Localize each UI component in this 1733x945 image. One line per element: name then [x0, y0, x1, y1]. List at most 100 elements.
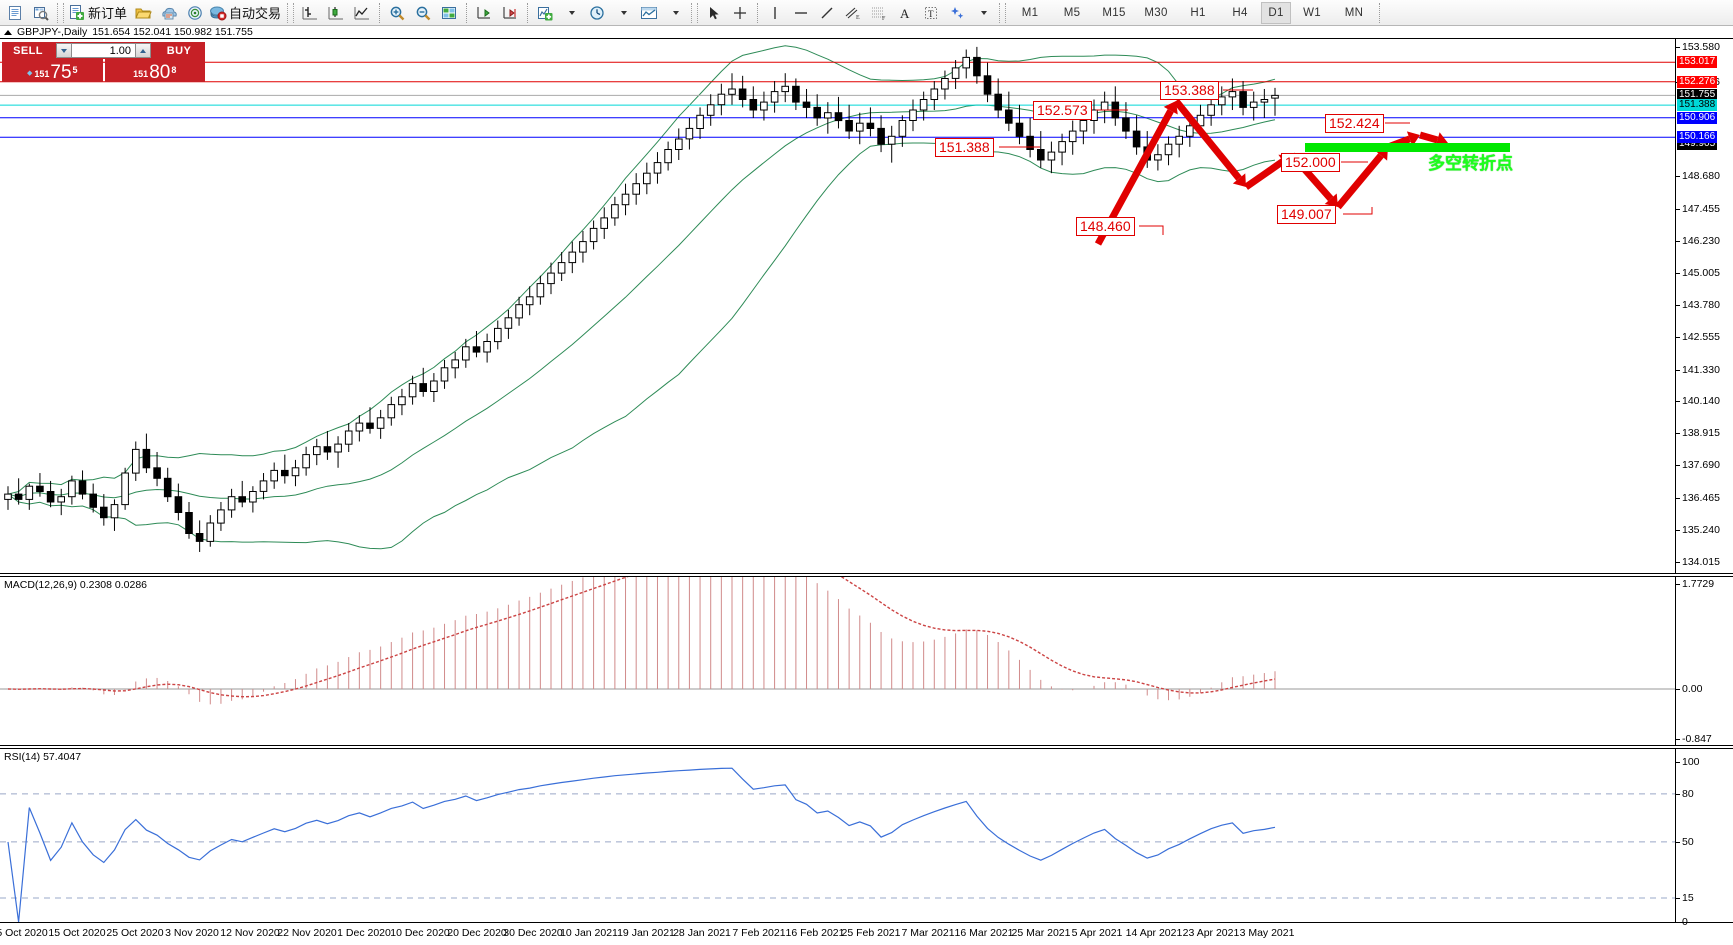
timeframe-group: M1 M5 M15 M30 H1 H4 D1 W1 MN: [1009, 1, 1375, 24]
sell-button[interactable]: SELL: [2, 42, 54, 59]
price-axis-label: 138.915: [1682, 427, 1720, 440]
macd-axis[interactable]: 1.7729 0.00 -0.847: [1675, 577, 1733, 745]
shapes-tool-icon[interactable]: [944, 1, 970, 24]
axis-tick: [1676, 176, 1680, 178]
period-separator-icon[interactable]: [584, 1, 610, 24]
price-chart-pane[interactable]: 153.388 152.573 151.388 148.460 152.000 149.0…: [0, 38, 1733, 574]
price-annotation[interactable]: 152.424: [1325, 114, 1384, 133]
radar-icon[interactable]: [182, 1, 208, 24]
cursor-tool-icon[interactable]: [701, 1, 727, 24]
axis-tick: [1676, 305, 1680, 307]
volume-decrease-button[interactable]: [56, 43, 72, 58]
buy-price-display[interactable]: 151 80 8: [104, 59, 205, 83]
crosshair-tool-icon[interactable]: [727, 1, 753, 24]
sell-price-prefix: 151: [34, 69, 50, 79]
timeframe-m30[interactable]: M30: [1144, 6, 1168, 19]
time-axis[interactable]: 5 Oct 2020 15 Oct 2020 25 Oct 2020 3 Nov 20…: [0, 924, 1733, 945]
price-annotation[interactable]: 152.573: [1033, 101, 1092, 120]
rsi-axis[interactable]: 100 80 50 15 0: [1675, 749, 1733, 928]
macd-axis-label: -0.847: [1682, 732, 1712, 745]
price-axis-label: 143.780: [1682, 299, 1720, 312]
timeframe-w1[interactable]: W1: [1303, 6, 1321, 19]
collapse-triangle-icon[interactable]: [4, 29, 12, 35]
price-axis-label: 153.580: [1682, 41, 1720, 54]
new-chart-icon[interactable]: [2, 1, 28, 24]
price-axis[interactable]: 153.580 152.276 148.680 147.455 146.230 145.0…: [1675, 39, 1733, 573]
folder-icon[interactable]: [130, 1, 156, 24]
auto-scroll-icon[interactable]: [471, 1, 497, 24]
rsi-pane[interactable]: RSI(14) 57.4047 100 80 50 15 0: [0, 748, 1733, 928]
axis-tick: [1676, 761, 1680, 763]
timeframe-m15[interactable]: M15: [1102, 6, 1126, 19]
toolbar-grip[interactable]: [57, 2, 64, 23]
zoom-in-icon[interactable]: [384, 1, 410, 24]
new-order-label: 新订单: [88, 6, 128, 21]
templates-icon[interactable]: [636, 1, 662, 24]
axis-tick: [1676, 369, 1680, 371]
line-chart-icon[interactable]: [349, 1, 375, 24]
period-dropdown-icon[interactable]: [610, 1, 636, 24]
macd-plot-area[interactable]: [0, 577, 1675, 745]
equidistant-channel-tool-icon[interactable]: E: [840, 1, 866, 24]
volume-input[interactable]: 1.00: [72, 43, 135, 58]
text-label-tool-icon[interactable]: T: [918, 1, 944, 24]
price-annotation[interactable]: 152.000: [1281, 153, 1340, 172]
price-tag: 153.017: [1677, 56, 1718, 69]
price-annotation[interactable]: 153.388: [1160, 81, 1219, 100]
buy-button[interactable]: BUY: [153, 42, 205, 59]
timeframe-d1[interactable]: D1: [1261, 1, 1292, 24]
timeframe-mn[interactable]: MN: [1344, 6, 1364, 19]
svg-text:F: F: [882, 16, 886, 21]
volume-increase-button[interactable]: [135, 43, 151, 58]
market-watch-icon[interactable]: [28, 1, 54, 24]
price-annotation[interactable]: 149.007: [1277, 205, 1336, 224]
buy-price-main: 80: [149, 62, 171, 83]
timeframe-m1[interactable]: M1: [1021, 6, 1039, 19]
rsi-plot-area[interactable]: [0, 749, 1675, 922]
buy-price-point: 8: [171, 65, 177, 75]
chart-shift-end-icon[interactable]: [497, 1, 523, 24]
shapes-dropdown-icon[interactable]: [970, 1, 996, 24]
one-click-trading-panel: SELL 1.00 BUY ◆ 151 75 5 151 80 8: [2, 42, 205, 82]
bar-chart-icon[interactable]: [297, 1, 323, 24]
trendline-tool-icon[interactable]: [814, 1, 840, 24]
timeframe-m5[interactable]: M5: [1063, 6, 1081, 19]
zoom-out-icon[interactable]: [410, 1, 436, 24]
vertical-line-tool-icon[interactable]: [762, 1, 788, 24]
axis-tick: [1676, 738, 1680, 740]
new-order-button[interactable]: 新订单: [67, 1, 130, 24]
price-axis-label: 136.465: [1682, 491, 1720, 504]
timeframe-h1[interactable]: H1: [1190, 6, 1206, 19]
time-axis-label: 10 Jan 2021: [560, 927, 618, 939]
price-annotation[interactable]: 148.460: [1076, 217, 1135, 236]
candlestick-chart-icon[interactable]: [323, 1, 349, 24]
macd-pane[interactable]: MACD(12,26,9) 0.2308 0.0286 1.7729 0.00 -0…: [0, 576, 1733, 746]
data-icon[interactable]: [156, 1, 182, 24]
price-axis-label: 140.140: [1682, 394, 1720, 407]
toolbar-grip-2[interactable]: [287, 2, 295, 23]
timeframe-h4[interactable]: H4: [1232, 6, 1248, 19]
text-tool-icon[interactable]: A: [892, 1, 918, 24]
price-annotation[interactable]: 151.388: [935, 138, 994, 157]
sell-price-point: 5: [72, 65, 78, 75]
indicators-dropdown-icon[interactable]: [558, 1, 584, 24]
macd-axis-label: 1.7729: [1682, 578, 1715, 591]
chart-shift-icon[interactable]: [436, 1, 462, 24]
sell-price-display[interactable]: ◆ 151 75 5: [2, 59, 103, 82]
price-plot-area[interactable]: 153.388 152.573 151.388 148.460 152.000 149.0…: [0, 39, 1675, 573]
fibonacci-tool-icon[interactable]: F: [866, 1, 892, 24]
chart-header: GBPJPY-,Daily 151.654 152.041 150.982 15…: [0, 26, 1733, 38]
autotrading-button[interactable]: 自动交易: [208, 1, 284, 24]
axis-tick: [1676, 208, 1680, 210]
chart-symbol-label: GBPJPY-,Daily: [17, 26, 88, 38]
toolbar-separator-3: [527, 2, 529, 23]
toolbar-grip-3[interactable]: [691, 2, 699, 23]
horizontal-line-tool-icon[interactable]: [788, 1, 814, 24]
svg-text:E: E: [856, 15, 860, 21]
autotrading-label: 自动交易: [229, 6, 282, 21]
templates-dropdown-icon[interactable]: [662, 1, 688, 24]
indicators-icon[interactable]: [532, 1, 558, 24]
price-axis-label: 135.240: [1682, 523, 1720, 536]
toolbar-grip-4[interactable]: [999, 2, 1007, 23]
axis-tick: [1676, 562, 1680, 564]
